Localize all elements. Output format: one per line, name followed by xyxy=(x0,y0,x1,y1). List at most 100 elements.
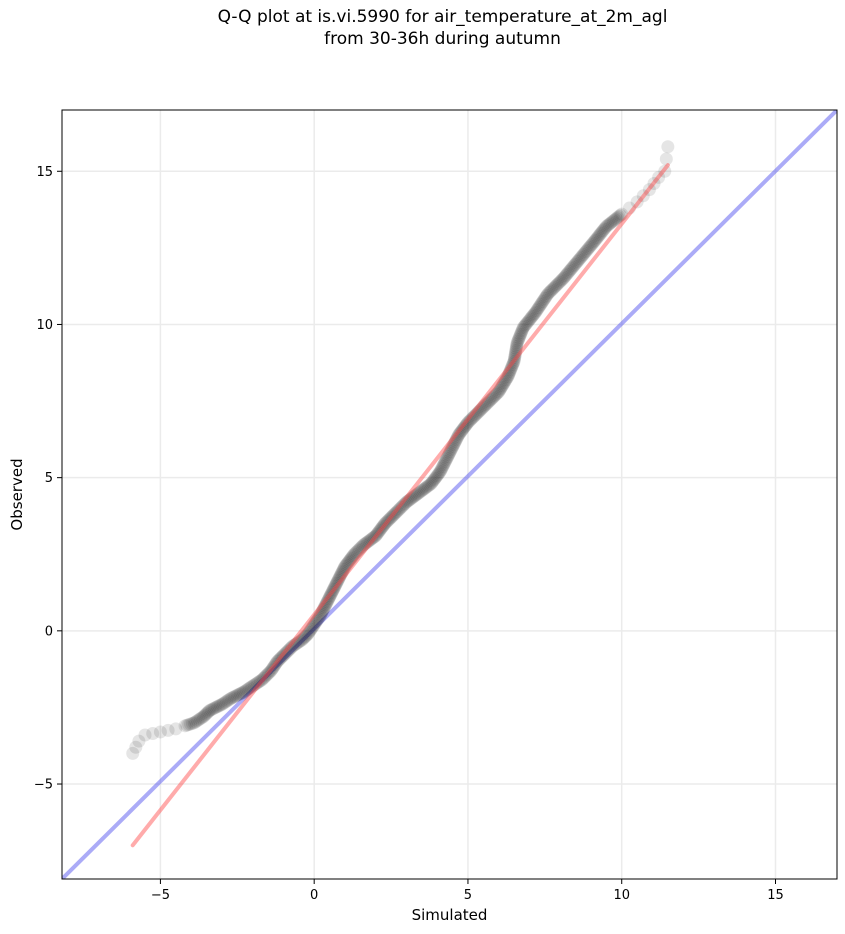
quantile-point xyxy=(365,532,379,546)
quantile-point xyxy=(359,536,373,550)
quantile-point xyxy=(318,599,332,613)
quantile-point xyxy=(569,256,583,270)
quantile-point xyxy=(661,140,675,154)
quantile-point xyxy=(447,438,461,452)
quantile-point xyxy=(283,642,297,656)
quantile-point xyxy=(316,602,330,616)
quantile-point xyxy=(367,530,381,544)
y-axis-label: Observed xyxy=(8,458,26,530)
quantile-point xyxy=(184,717,198,731)
quantile-point xyxy=(647,177,661,191)
quantile-point xyxy=(335,566,349,580)
x-axis-label: Simulated xyxy=(412,906,488,924)
quantile-point xyxy=(455,424,469,438)
quantile-point xyxy=(501,370,515,384)
quantile-point xyxy=(323,590,337,604)
quantile-point xyxy=(385,509,399,523)
quantile-point xyxy=(426,474,440,488)
quantile-point xyxy=(516,321,530,335)
quantile-point xyxy=(514,326,528,340)
quantile-point xyxy=(241,682,255,696)
quantile-point xyxy=(410,487,424,501)
quantile-point xyxy=(521,315,535,329)
quantile-point xyxy=(185,716,199,730)
quantile-point xyxy=(132,734,146,748)
quantile-point xyxy=(513,329,527,343)
quantile-point xyxy=(279,646,293,660)
quantile-point xyxy=(567,259,581,273)
quantile-point xyxy=(478,399,492,413)
quantile-point xyxy=(530,304,544,318)
quantile-point xyxy=(613,208,627,222)
quantile-point xyxy=(568,257,582,271)
quantile-point xyxy=(545,283,559,297)
quantile-point xyxy=(576,247,590,261)
quantile-point xyxy=(276,648,290,662)
quantile-point xyxy=(540,288,554,302)
quantile-point xyxy=(604,216,618,230)
quantile-point xyxy=(429,470,443,484)
quantile-point xyxy=(326,582,340,596)
quantile-point xyxy=(433,465,447,479)
quantile-point xyxy=(529,305,543,319)
quantile-point xyxy=(601,218,615,232)
quantile-point xyxy=(589,232,603,246)
quantile-point xyxy=(303,624,317,638)
quantile-point xyxy=(358,537,372,551)
quantile-point xyxy=(493,383,507,397)
quantile-point xyxy=(476,400,490,414)
quantile-point xyxy=(224,691,238,705)
quantile-point xyxy=(394,500,408,514)
quantile-point xyxy=(448,434,462,448)
quantile-point xyxy=(500,371,514,385)
quantile-point xyxy=(384,510,398,524)
quantile-point xyxy=(497,376,511,390)
quantile-point xyxy=(216,696,230,710)
quantile-point xyxy=(472,404,486,418)
quantile-point xyxy=(475,401,489,415)
quantile-point xyxy=(547,280,561,294)
quantile-point xyxy=(328,579,342,593)
quantile-point xyxy=(511,334,525,348)
y-tick-label: −5 xyxy=(34,778,53,793)
quantile-point xyxy=(261,666,275,680)
quantile-point xyxy=(327,581,341,595)
quantile-point xyxy=(360,535,374,549)
quantile-point xyxy=(282,643,296,657)
quantile-point xyxy=(278,647,292,661)
quantile-point xyxy=(247,678,261,692)
quantile-point xyxy=(178,719,192,733)
quantile-point xyxy=(153,725,167,739)
quantile-point xyxy=(369,529,383,543)
x-tick-label: −5 xyxy=(151,888,170,903)
quantile-point xyxy=(509,343,523,357)
quantile-point xyxy=(275,650,289,664)
quantile-point xyxy=(445,441,459,455)
quantile-point xyxy=(345,550,359,564)
quantile-point xyxy=(398,496,412,510)
quantile-point xyxy=(608,213,622,227)
quantile-point xyxy=(532,301,546,315)
quantile-point xyxy=(293,634,307,648)
quantile-point xyxy=(221,693,235,707)
quantile-point xyxy=(489,387,503,401)
quantile-point xyxy=(226,690,240,704)
quantile-point xyxy=(419,481,433,495)
quantile-point xyxy=(423,478,437,492)
quantile-point xyxy=(408,489,422,503)
quantile-point xyxy=(566,260,580,274)
quantile-point xyxy=(420,480,434,494)
quantile-point xyxy=(305,621,319,635)
quantile-point xyxy=(355,539,369,553)
quantile-point xyxy=(301,627,315,641)
quantile-point xyxy=(480,396,494,410)
quantile-point xyxy=(289,637,303,651)
quantile-point xyxy=(543,284,557,298)
quantile-point xyxy=(561,266,575,280)
quantile-point xyxy=(370,527,384,541)
quantile-point xyxy=(373,523,387,537)
quantile-point xyxy=(190,714,204,728)
quantile-point xyxy=(514,327,528,341)
x-tick-label: 10 xyxy=(613,888,630,903)
quantile-point xyxy=(376,519,390,533)
